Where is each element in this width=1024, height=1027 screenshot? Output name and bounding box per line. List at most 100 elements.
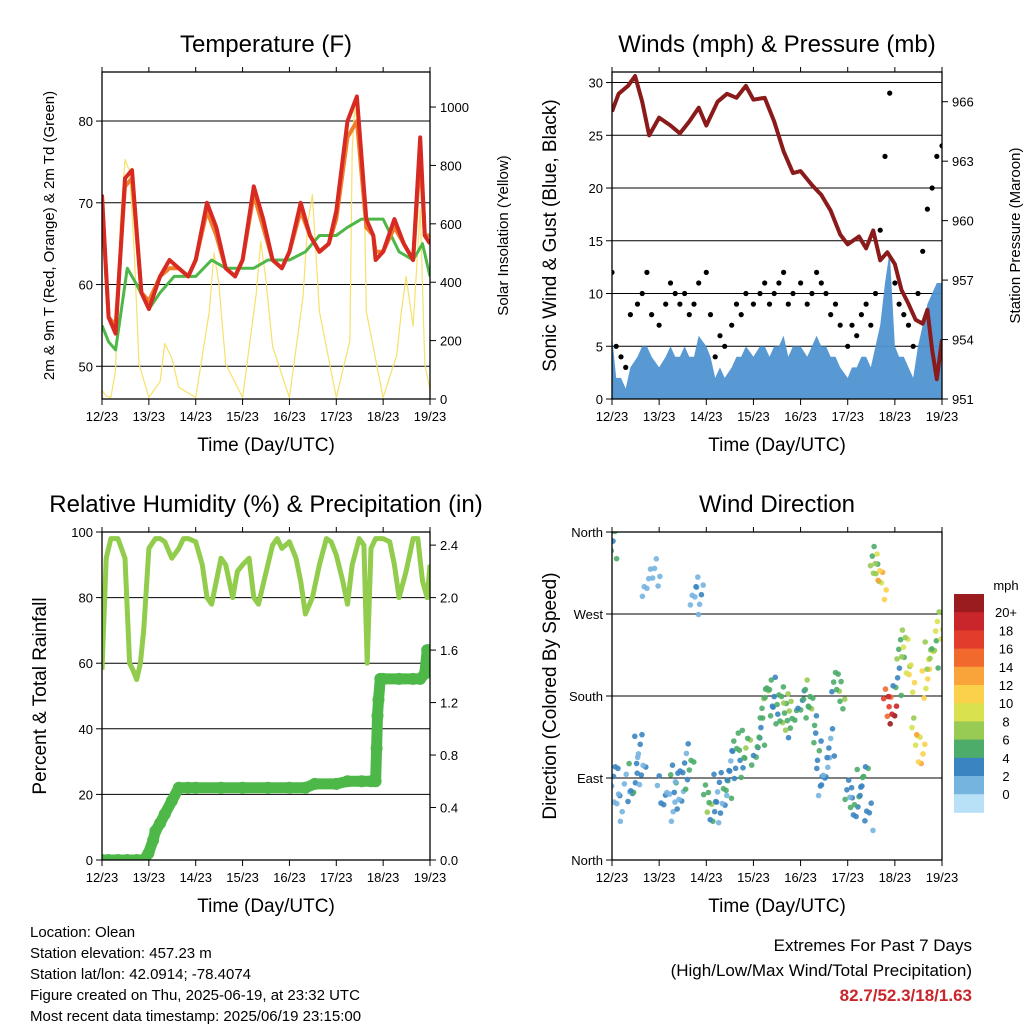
x-tick-label: 16/23	[273, 870, 306, 885]
direction-point	[827, 735, 834, 742]
direction-point	[829, 688, 835, 695]
direction-point	[748, 762, 755, 768]
y-axis-label: Sonic Wind & Gust (Blue, Black)	[540, 99, 561, 371]
direction-point	[653, 556, 660, 562]
direction-point	[713, 798, 719, 805]
direction-point	[785, 691, 791, 697]
direction-point	[782, 727, 789, 733]
direction-point	[802, 686, 809, 693]
y2-tick-label: 1.2	[440, 696, 458, 711]
direction-point	[815, 792, 822, 799]
direction-point	[633, 760, 640, 767]
direction-point	[777, 718, 783, 724]
y2-tick-label: 600	[440, 217, 462, 232]
direction-point	[824, 754, 830, 761]
x-tick-label: 12/23	[596, 409, 629, 424]
direction-point	[890, 683, 896, 689]
x-axis-label: Time (Day/UTC)	[708, 435, 846, 456]
chart-title: Temperature (F)	[180, 31, 352, 58]
direction-point	[649, 575, 656, 581]
y2-tick-label: 0.8	[440, 748, 458, 763]
y2-tick-label: 400	[440, 275, 462, 290]
direction-point	[762, 694, 768, 701]
y2-axis-label: Solar Insolation (Yellow)	[495, 155, 512, 315]
precip-point	[418, 667, 430, 680]
direction-point	[612, 773, 617, 780]
direction-point	[877, 567, 883, 574]
gust-point	[818, 280, 824, 286]
x-tick-label: 13/23	[133, 870, 166, 885]
direction-point	[909, 724, 915, 731]
gust-point	[738, 312, 744, 318]
gust-point	[623, 364, 629, 370]
direction-point	[831, 753, 838, 759]
y-tick-label: 20	[589, 181, 603, 196]
y2-tick-label: 2.4	[440, 538, 458, 553]
direction-point	[885, 693, 892, 700]
gust-point	[849, 322, 855, 328]
plot-frame	[611, 531, 943, 861]
direction-point	[800, 696, 807, 702]
direction-point	[893, 703, 900, 709]
direction-point	[844, 787, 850, 793]
x-tick-label: 13/23	[643, 409, 676, 424]
x-tick-label: 14/23	[179, 409, 212, 424]
latlon-text: Station lat/lon: 42.0914; -78.4074	[30, 966, 252, 983]
direction-point	[715, 819, 722, 826]
gust-point	[656, 322, 662, 328]
direction-point	[732, 765, 739, 772]
direction-point	[788, 698, 794, 705]
direction-point	[860, 773, 867, 780]
x-tick-label: 18/23	[367, 870, 400, 885]
direction-point	[871, 543, 877, 550]
precip-point	[236, 781, 249, 794]
x-tick-label: 19/23	[414, 409, 447, 424]
gust-point	[776, 280, 782, 286]
direction-point	[921, 695, 927, 701]
direction-point	[840, 706, 846, 712]
direction-point	[887, 721, 893, 727]
direction-point	[851, 801, 858, 808]
direction-point	[698, 591, 705, 598]
y2-tick-label: 0.0	[440, 853, 458, 868]
direction-point	[838, 678, 844, 685]
x-tick-label: 12/23	[86, 409, 119, 424]
recent-timestamp-text: Most recent data timestamp: 2025/06/19 2…	[30, 1008, 362, 1025]
direction-point	[619, 808, 625, 815]
extremes-panel: Extremes For Past 7 Days (High/Low/Max W…	[671, 933, 972, 1008]
legend-label: 14	[999, 660, 1013, 675]
direction-point	[898, 654, 905, 660]
gust-point	[915, 290, 921, 297]
direction-point	[862, 764, 869, 770]
x-tick-label: 18/23	[367, 409, 400, 424]
direction-point	[634, 754, 641, 761]
direction-point	[870, 570, 877, 576]
direction-point	[707, 816, 713, 823]
gust-point	[882, 153, 888, 159]
precip-point	[111, 854, 124, 860]
y-axis-label: Direction (Colored By Speed)	[540, 572, 561, 819]
direction-point	[626, 760, 632, 767]
legend-swatch	[954, 612, 984, 631]
precip-point	[147, 834, 160, 847]
direction-point	[724, 777, 730, 783]
direction-point	[741, 754, 747, 761]
y2-tick-label: 954	[952, 333, 974, 348]
x-axis-label: Time (Day/UTC)	[708, 896, 846, 917]
extremes-values: 82.7/52.3/18/1.63	[839, 986, 972, 1005]
precip-point	[172, 781, 185, 794]
legend-swatch	[954, 721, 984, 740]
gust-point	[887, 90, 893, 96]
legend-swatch	[954, 739, 984, 759]
direction-point	[883, 587, 889, 593]
y2-tick-label: 1000	[440, 100, 469, 115]
gust-point	[872, 290, 879, 297]
direction-point	[811, 739, 817, 746]
precip-point	[369, 775, 382, 788]
legend-title: mph	[993, 578, 1018, 593]
x-tick-label: 19/23	[926, 409, 959, 424]
direction-point	[667, 772, 674, 778]
direction-point	[903, 670, 910, 676]
direction-point	[805, 703, 812, 709]
